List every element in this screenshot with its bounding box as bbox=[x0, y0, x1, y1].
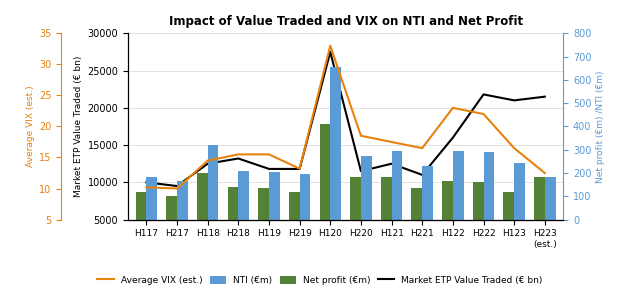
Market ETP Value Traded (€ bn) bbox=[449, 136, 457, 139]
Average VIX (est.) bbox=[173, 187, 181, 190]
Market ETP Value Traded (€ bn) bbox=[265, 167, 273, 171]
Bar bbox=[330, 67, 341, 219]
Bar bbox=[473, 182, 483, 219]
Market ETP Value Traded (€ bn) bbox=[419, 173, 426, 177]
Y-axis label: Market ETP Value Traded (€ bn): Market ETP Value Traded (€ bn) bbox=[74, 56, 83, 197]
Average VIX (est.) bbox=[510, 146, 518, 150]
Bar bbox=[422, 166, 433, 219]
Bar bbox=[269, 172, 280, 219]
Y-axis label: Net profit (€m) /NTI (€m): Net profit (€m) /NTI (€m) bbox=[596, 70, 605, 183]
Bar bbox=[483, 152, 494, 219]
Market ETP Value Traded (€ bn) bbox=[296, 167, 303, 171]
Average VIX (est.) bbox=[541, 171, 548, 175]
Market ETP Value Traded (€ bn) bbox=[173, 184, 181, 188]
Line: Average VIX (est.): Average VIX (est.) bbox=[147, 46, 545, 188]
Market ETP Value Traded (€ bn) bbox=[479, 93, 487, 96]
Bar bbox=[392, 151, 403, 219]
Market ETP Value Traded (€ bn) bbox=[541, 95, 548, 98]
Average VIX (est.) bbox=[357, 134, 365, 137]
Bar bbox=[197, 173, 208, 219]
Market ETP Value Traded (€ bn) bbox=[357, 169, 365, 173]
Average VIX (est.) bbox=[143, 185, 150, 189]
Bar bbox=[453, 151, 463, 219]
Title: Impact of Value Traded and VIX on NTI and Net Profit: Impact of Value Traded and VIX on NTI an… bbox=[168, 15, 523, 28]
Bar bbox=[504, 192, 514, 219]
Bar bbox=[319, 124, 330, 219]
Market ETP Value Traded (€ bn) bbox=[510, 99, 518, 102]
Bar bbox=[177, 181, 188, 219]
Bar bbox=[381, 176, 392, 219]
Bar bbox=[208, 145, 218, 219]
Average VIX (est.) bbox=[234, 153, 242, 156]
Average VIX (est.) bbox=[326, 44, 334, 47]
Y-axis label: Average VIX (est.): Average VIX (est.) bbox=[26, 86, 35, 167]
Bar bbox=[534, 176, 545, 219]
Bar bbox=[228, 187, 238, 219]
Bar bbox=[412, 188, 422, 219]
Bar bbox=[300, 174, 310, 219]
Bar bbox=[545, 176, 556, 219]
Average VIX (est.) bbox=[296, 167, 303, 171]
Bar bbox=[350, 176, 361, 219]
Bar bbox=[361, 156, 372, 219]
Bar bbox=[147, 176, 157, 219]
Average VIX (est.) bbox=[388, 140, 396, 144]
Bar bbox=[259, 188, 269, 219]
Average VIX (est.) bbox=[265, 153, 273, 156]
Market ETP Value Traded (€ bn) bbox=[143, 180, 150, 184]
Bar bbox=[514, 163, 525, 219]
Market ETP Value Traded (€ bn) bbox=[388, 162, 396, 166]
Bar bbox=[238, 171, 249, 219]
Average VIX (est.) bbox=[204, 159, 212, 162]
Bar bbox=[136, 192, 147, 219]
Line: Market ETP Value Traded (€ bn): Market ETP Value Traded (€ bn) bbox=[147, 52, 545, 186]
Market ETP Value Traded (€ bn) bbox=[234, 157, 242, 160]
Bar bbox=[289, 192, 300, 219]
Average VIX (est.) bbox=[419, 146, 426, 150]
Market ETP Value Traded (€ bn) bbox=[204, 162, 212, 166]
Legend: Average VIX (est.), NTI (€m), Net profit (€m), Market ETP Value Traded (€ bn): Average VIX (est.), NTI (€m), Net profit… bbox=[94, 272, 546, 289]
Bar bbox=[442, 181, 453, 219]
Bar bbox=[166, 196, 177, 219]
Average VIX (est.) bbox=[479, 112, 487, 116]
Average VIX (est.) bbox=[449, 106, 457, 110]
Market ETP Value Traded (€ bn) bbox=[326, 50, 334, 54]
